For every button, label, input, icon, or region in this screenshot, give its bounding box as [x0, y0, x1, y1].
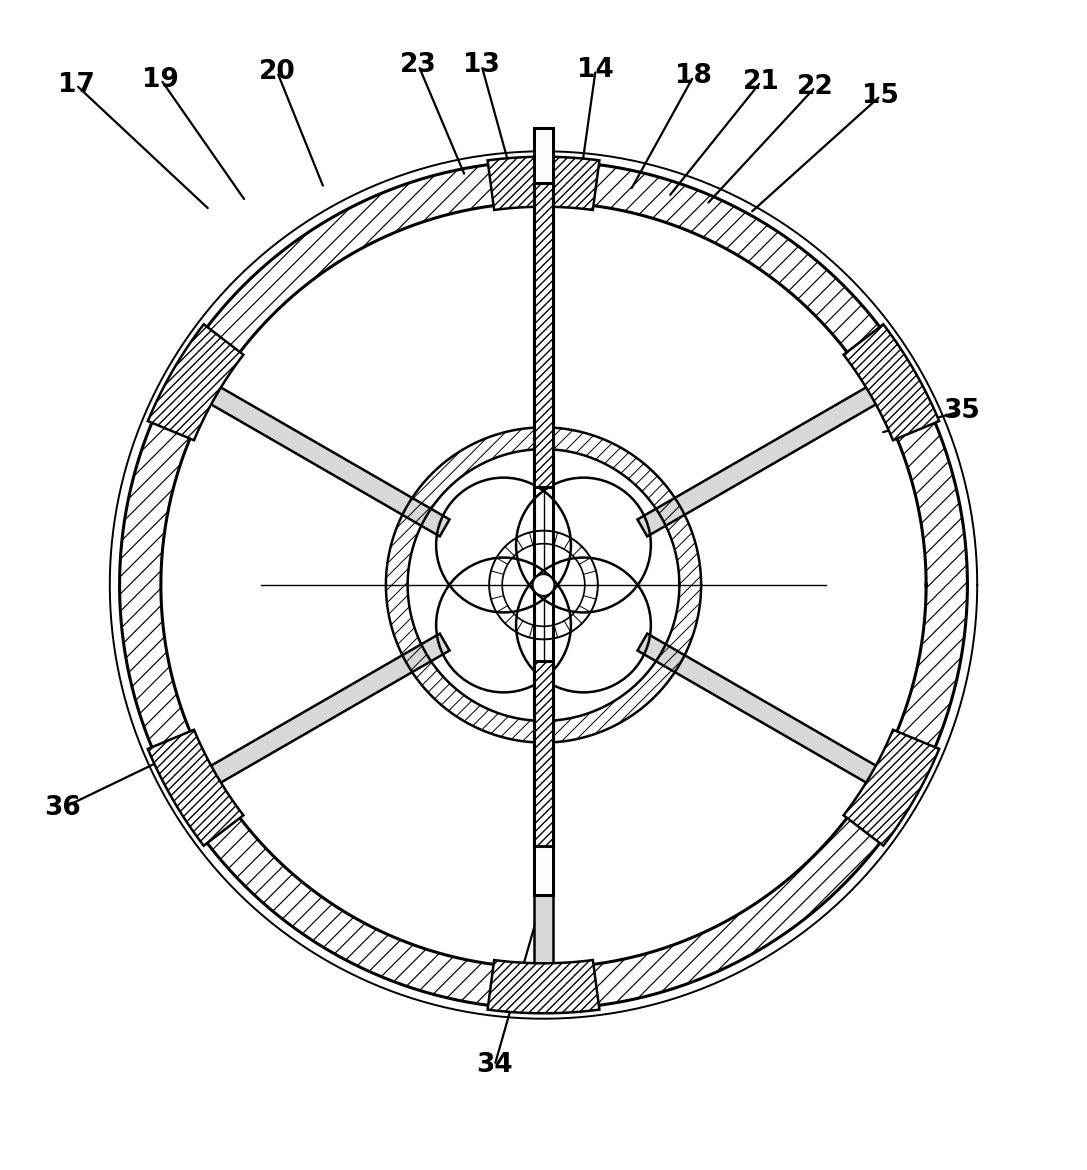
Text: 15: 15: [862, 83, 899, 109]
Polygon shape: [488, 961, 599, 1013]
Polygon shape: [637, 385, 879, 536]
Text: 34: 34: [476, 1053, 513, 1079]
Polygon shape: [488, 157, 599, 209]
Polygon shape: [637, 634, 879, 785]
Text: 36: 36: [45, 794, 82, 821]
Polygon shape: [534, 202, 553, 470]
Text: 14: 14: [577, 57, 614, 83]
Text: 20: 20: [259, 58, 296, 85]
Text: 22: 22: [797, 74, 834, 101]
Polygon shape: [534, 661, 553, 846]
Text: 35: 35: [944, 398, 980, 424]
Polygon shape: [534, 700, 553, 968]
Text: 13: 13: [463, 53, 500, 78]
Circle shape: [533, 574, 554, 596]
Polygon shape: [208, 634, 450, 785]
Polygon shape: [148, 324, 243, 440]
Polygon shape: [208, 385, 450, 536]
Polygon shape: [534, 129, 553, 895]
Polygon shape: [844, 324, 939, 440]
Text: 21: 21: [742, 69, 779, 95]
Polygon shape: [534, 183, 553, 487]
Polygon shape: [148, 730, 243, 846]
Text: 23: 23: [400, 53, 437, 78]
Text: 18: 18: [675, 63, 712, 89]
Text: 19: 19: [142, 67, 179, 92]
Polygon shape: [844, 730, 939, 846]
Text: 17: 17: [58, 73, 95, 98]
